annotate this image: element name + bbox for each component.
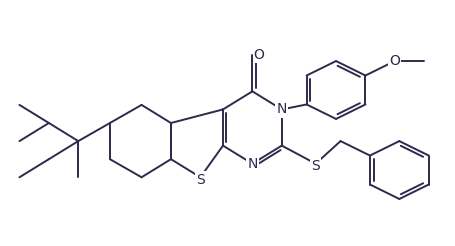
Text: O: O bbox=[254, 48, 265, 62]
Text: O: O bbox=[389, 54, 400, 68]
Text: N: N bbox=[247, 157, 258, 171]
Text: N: N bbox=[277, 102, 287, 116]
Text: S: S bbox=[311, 159, 320, 173]
Text: S: S bbox=[196, 172, 205, 186]
